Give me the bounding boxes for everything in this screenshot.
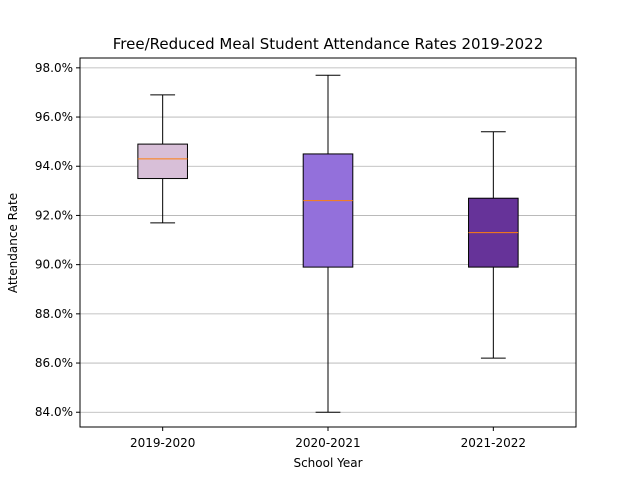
x-tick-label: 2020-2021 xyxy=(295,436,360,450)
iqr-box xyxy=(302,153,354,268)
y-tick-label: 84.0% xyxy=(35,405,73,419)
box-2020-2021 xyxy=(302,74,354,413)
x-axis-label: School Year xyxy=(293,456,362,470)
y-tick-label: 88.0% xyxy=(35,307,73,321)
box-2021-2022 xyxy=(468,131,519,359)
y-tick-label: 94.0% xyxy=(35,159,73,173)
y-tick-label: 98.0% xyxy=(35,61,73,75)
x-tick-label: 2021-2022 xyxy=(461,436,526,450)
y-tick-label: 86.0% xyxy=(35,356,73,370)
x-tick-label: 2019-2020 xyxy=(130,436,195,450)
y-axis-label: Attendance Rate xyxy=(6,193,20,293)
box-2019-2020 xyxy=(137,94,188,224)
boxes-layer xyxy=(137,74,519,413)
y-tick-label: 96.0% xyxy=(35,110,73,124)
y-tick-label: 92.0% xyxy=(35,208,73,222)
iqr-box xyxy=(137,143,188,180)
y-axis: 84.0% 86.0% 88.0% 90.0% 92.0% 94.0% 96.0% 98.0% xyxy=(35,61,80,419)
x-axis: 2019-2020 2020-2021 2021-2022 xyxy=(130,427,526,450)
y-tick-label: 90.0% xyxy=(35,258,73,272)
chart-title: Free/Reduced Meal Student Attendance Rat… xyxy=(113,35,543,53)
